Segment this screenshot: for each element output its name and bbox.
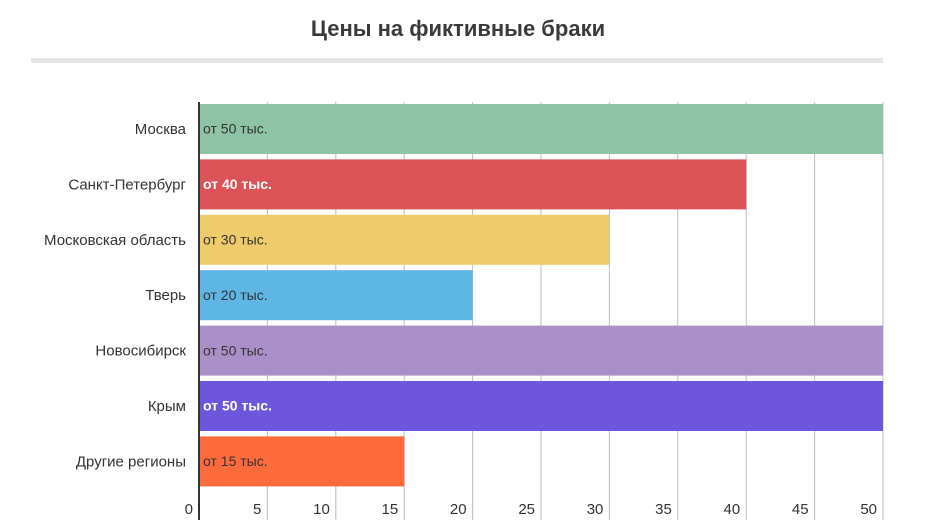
x-tick-label: 25 xyxy=(518,501,535,518)
bar xyxy=(199,270,473,321)
category-label: Другие регионы xyxy=(76,453,186,470)
value-label: от 15 тыс. xyxy=(203,453,268,469)
x-tick-label: 45 xyxy=(792,501,809,518)
chart-title: Цены на фиктивные браки xyxy=(311,16,605,41)
bar xyxy=(199,325,883,376)
x-tick-label: 50 xyxy=(860,501,877,518)
category-label: Новосибирск xyxy=(95,343,186,360)
value-label: от 50 тыс. xyxy=(203,342,268,358)
category-label: Крым xyxy=(148,398,186,415)
x-tick-label: 10 xyxy=(313,501,330,518)
value-label: от 50 тыс. xyxy=(203,398,272,414)
x-tick-label: 40 xyxy=(724,501,741,518)
bar xyxy=(199,104,883,154)
category-label: Санкт-Петербург xyxy=(68,176,186,193)
value-label: от 30 тыс. xyxy=(203,232,268,248)
x-tick-label: 15 xyxy=(382,501,399,518)
value-label: от 40 тыс. xyxy=(203,176,272,192)
x-tick-label: 20 xyxy=(450,501,467,518)
bar xyxy=(199,159,747,210)
value-label: от 50 тыс. xyxy=(203,121,268,137)
category-label: Московская область xyxy=(44,232,186,249)
bar xyxy=(199,381,883,431)
title-rule xyxy=(31,58,883,63)
bar xyxy=(199,214,610,265)
x-tick-label: 35 xyxy=(655,501,672,518)
value-label: от 20 тыс. xyxy=(203,287,268,303)
x-tick-label: 30 xyxy=(587,501,604,518)
bar xyxy=(199,436,405,487)
category-label: Тверь xyxy=(145,287,186,304)
category-label: Москва xyxy=(135,121,187,138)
x-tick-label: 0 xyxy=(185,501,193,518)
x-tick-label: 5 xyxy=(253,501,261,518)
